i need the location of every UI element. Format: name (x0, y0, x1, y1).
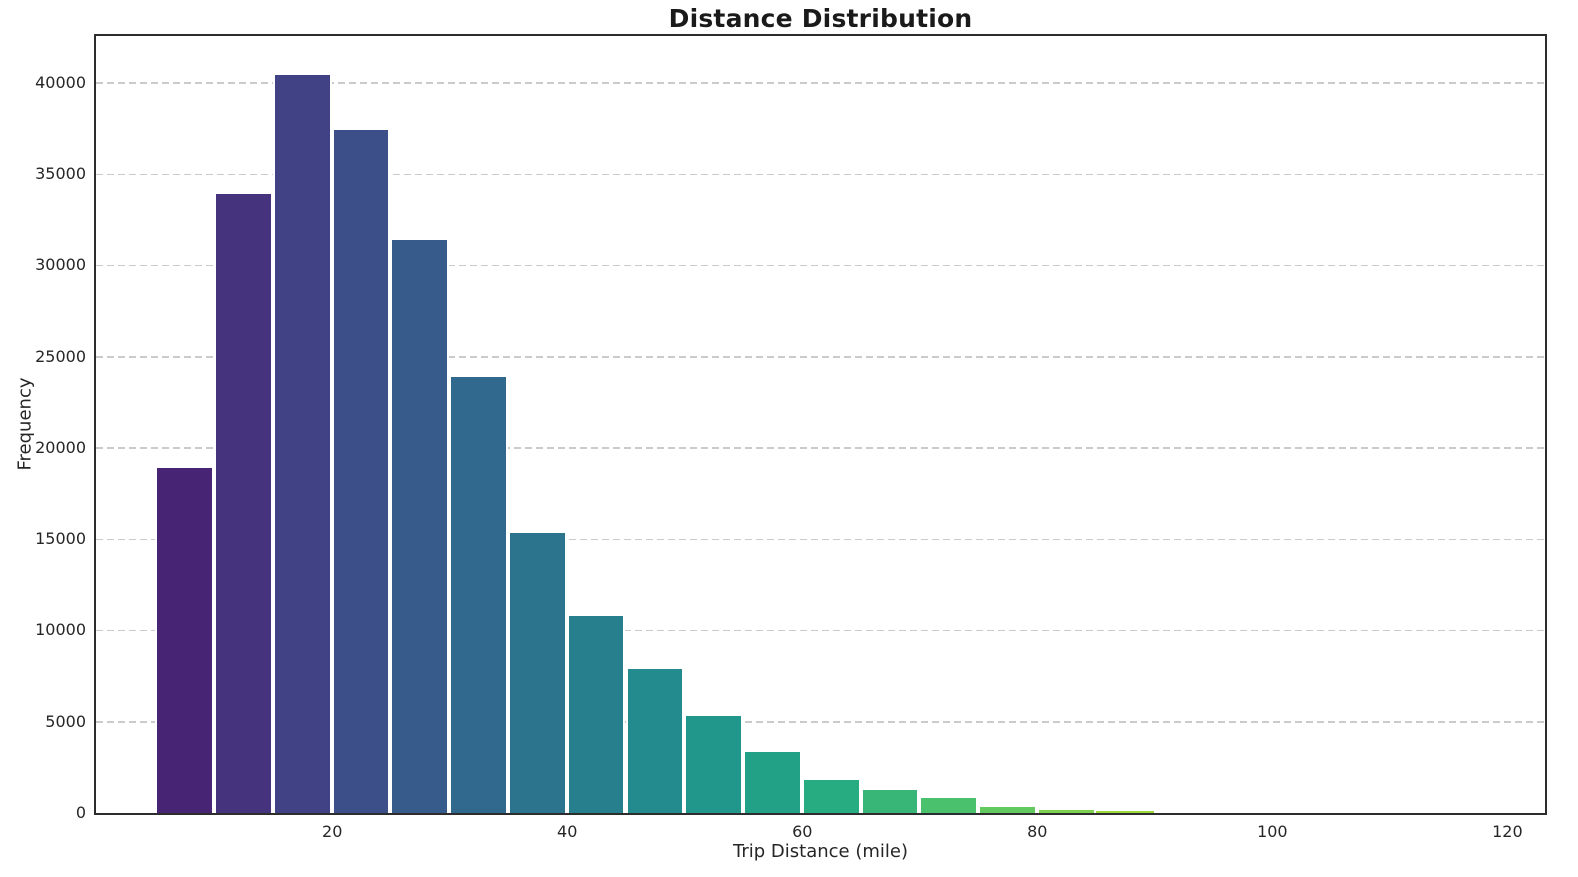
y-tick-label-5000: 5000 (45, 711, 86, 731)
y-tick-label-10000: 10000 (35, 620, 86, 640)
x-tick-label-100: 100 (1257, 822, 1288, 841)
gridline-y-15000 (95, 538, 1545, 541)
histogram-bar-25-30 (390, 238, 450, 813)
histogram-bar-15-20 (272, 73, 332, 813)
histogram-bar-65-70 (860, 787, 920, 813)
gridline-y-35000 (95, 173, 1545, 176)
x-tick-label-120: 120 (1492, 822, 1523, 841)
x-tick-label-40: 40 (557, 822, 578, 841)
y-tick-label-25000: 25000 (35, 346, 86, 366)
gridline-y-20000 (95, 447, 1545, 449)
chart-title: Distance Distribution (668, 4, 973, 33)
gridline-y-25000 (95, 356, 1545, 358)
y-tick-label-20000: 20000 (35, 437, 86, 457)
y-tick-label-15000: 15000 (35, 529, 86, 549)
histogram-bar-10-15 (214, 191, 273, 813)
x-axis-label: Trip Distance (mile) (733, 841, 908, 862)
histogram-bar-55-60 (743, 749, 802, 813)
y-tick-label-0: 0 (75, 803, 86, 822)
x-tick-label-20: 20 (322, 822, 343, 841)
histogram-bar-20-25 (331, 127, 391, 813)
x-tick-label-80: 80 (1027, 822, 1048, 841)
histogram-bar-50-55 (684, 713, 744, 813)
gridline-y-10000 (95, 629, 1545, 632)
histogram-bar-70-75 (919, 796, 979, 813)
histogram-bar-40-45 (566, 613, 626, 813)
histogram-bar-35-40 (507, 531, 567, 813)
gridline-y-40000 (95, 82, 1545, 84)
y-tick-label-35000: 35000 (35, 164, 86, 184)
histogram-bar-75-80 (978, 804, 1037, 813)
gridline-y-30000 (95, 264, 1545, 267)
histogram-bar-30-35 (449, 375, 508, 813)
x-tick-label-60: 60 (792, 822, 813, 841)
histogram-bar-80-85 (1036, 808, 1096, 813)
histogram-bar-60-65 (801, 777, 861, 813)
gridline-y-5000 (95, 721, 1545, 723)
y-axis-label: Frequency (14, 377, 36, 471)
histogram-bar-5-10 (155, 465, 215, 813)
y-tick-label-30000: 30000 (35, 255, 86, 275)
histogram-bar-45-50 (625, 667, 685, 813)
y-tick-label-40000: 40000 (35, 72, 86, 92)
histogram-bar-85-90 (1095, 811, 1155, 813)
plot-area (93, 33, 1547, 815)
